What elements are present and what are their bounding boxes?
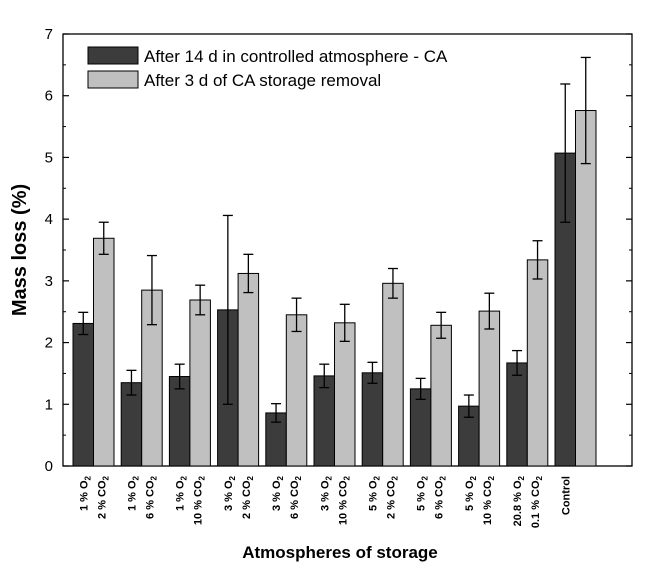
bar-series-2 bbox=[430, 324, 452, 467]
x-tick-label-line: 0.1 % CO2 bbox=[530, 475, 544, 528]
bar-series-1 bbox=[409, 388, 432, 467]
legend-label: After 14 d in controlled atmosphere - CA bbox=[144, 47, 448, 66]
error-bars bbox=[78, 56, 591, 423]
bars bbox=[72, 110, 597, 467]
bar-series-1 bbox=[313, 375, 335, 467]
x-tick-label-line: 10 % CO2 bbox=[482, 475, 496, 525]
x-tick-label-line: Control bbox=[560, 476, 572, 515]
legend-label: After 3 d of CA storage removal bbox=[144, 71, 381, 90]
x-tick-label: 3 % O2 6 % CO2 bbox=[271, 475, 303, 519]
bar-series-1 bbox=[361, 372, 384, 467]
y-tick-label: 6 bbox=[45, 88, 53, 105]
bar-series-2 bbox=[93, 237, 115, 467]
y-tick-label: 3 bbox=[45, 273, 53, 290]
x-tick-label-line: 5 % O2 bbox=[416, 475, 430, 511]
bar-series-2 bbox=[189, 299, 211, 467]
y-tick-label: 0 bbox=[45, 458, 53, 475]
x-tick-label: Control bbox=[560, 476, 572, 515]
y-tick-label: 1 bbox=[45, 396, 53, 413]
legend: After 14 d in controlled atmosphere - CA… bbox=[87, 46, 448, 90]
x-tick-label-line: 2 % CO2 bbox=[96, 475, 110, 519]
x-tick-label-line: 3 % O2 bbox=[271, 475, 285, 511]
x-tick-label-line: 1 % O2 bbox=[126, 475, 140, 511]
bar-series-2 bbox=[237, 272, 260, 467]
y-axis-title: Mass loss (%) bbox=[9, 184, 31, 316]
y-tick-label: 7 bbox=[45, 26, 53, 43]
y-tick-label: 4 bbox=[45, 211, 53, 228]
y-tick-label: 5 bbox=[45, 149, 53, 166]
legend-swatch bbox=[87, 46, 139, 65]
x-tick-label-line: 6 % CO2 bbox=[289, 475, 303, 519]
x-tick-label-line: 6 % CO2 bbox=[434, 475, 448, 519]
x-tick-label-line: 6 % CO2 bbox=[144, 475, 158, 519]
x-tick-label-line: 10 % CO2 bbox=[193, 475, 207, 525]
bar-series-1 bbox=[168, 376, 191, 467]
x-tick-label-line: 1 % O2 bbox=[78, 475, 92, 511]
x-tick-label-line: 1 % O2 bbox=[175, 475, 189, 511]
bar-series-2 bbox=[285, 314, 308, 467]
x-tick-label-line: 5 % O2 bbox=[464, 475, 478, 511]
bar-series-1 bbox=[72, 322, 94, 467]
x-tick-label: 1 % O2 2 % CO2 bbox=[78, 475, 110, 519]
x-tick-label-line: 2 % CO2 bbox=[241, 475, 255, 519]
y-axis: 0 1 2 3 4 5 6 7 bbox=[45, 26, 632, 475]
bar-series-2 bbox=[478, 310, 501, 467]
y-tick-label: 2 bbox=[45, 335, 53, 352]
bar-series-2 bbox=[526, 259, 549, 467]
x-tick-label-line: 20.8 % O2 bbox=[512, 475, 526, 526]
legend-swatch bbox=[87, 70, 139, 89]
x-tick-label: 5 % O2 2 % CO2 bbox=[367, 475, 399, 519]
x-tick-label-line: 2 % CO2 bbox=[385, 475, 399, 519]
bar-series-2 bbox=[382, 282, 404, 467]
x-tick-label-line: 5 % O2 bbox=[367, 475, 381, 511]
x-axis-title: Atmospheres of storage bbox=[242, 543, 438, 562]
x-tick-label-line: 3 % O2 bbox=[223, 475, 237, 511]
x-tick-label-line: 3 % O2 bbox=[319, 475, 333, 511]
x-tick-label: 20.8 % O2 0.1 % CO2 bbox=[512, 475, 544, 528]
x-tick-label: 3 % O2 10 % CO2 bbox=[319, 475, 351, 525]
x-tick-label: 3 % O2 2 % CO2 bbox=[223, 475, 255, 519]
bar-series-2 bbox=[334, 322, 356, 467]
x-tick-label: 5 % O2 6 % CO2 bbox=[416, 475, 448, 519]
x-tick-label: 5 % O2 10 % CO2 bbox=[464, 475, 496, 525]
x-tick-label-line: 10 % CO2 bbox=[337, 475, 351, 525]
x-tick-label: 1 % O2 6 % CO2 bbox=[126, 475, 158, 519]
x-tick-label: 1 % O2 10 % CO2 bbox=[175, 475, 207, 525]
x-axis-labels: 1 % O2 2 % CO2 1 % O2 6 % CO2 1 % O2 10 % CO2… bbox=[78, 475, 572, 528]
bar-series-1 bbox=[506, 362, 528, 467]
